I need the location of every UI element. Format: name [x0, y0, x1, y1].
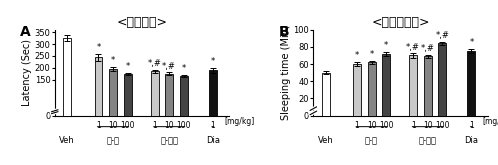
Text: 10: 10	[367, 121, 376, 130]
Text: *: *	[355, 51, 359, 60]
Text: Dia: Dia	[465, 136, 479, 145]
Text: 차-발효: 차-발효	[419, 136, 437, 145]
Bar	[109, 69, 117, 115]
Bar	[424, 56, 432, 116]
Text: Dia: Dia	[206, 136, 220, 145]
Bar	[209, 70, 217, 115]
Text: *,#: *,#	[435, 31, 449, 40]
Text: 100: 100	[435, 121, 450, 130]
Bar	[409, 55, 417, 116]
Bar	[438, 43, 446, 116]
Text: *,#: *,#	[406, 43, 420, 52]
Text: 1: 1	[355, 121, 360, 130]
Y-axis label: Sleeping time (Min): Sleeping time (Min)	[281, 25, 291, 120]
Text: 100: 100	[121, 121, 135, 130]
Text: 차-물: 차-물	[107, 136, 120, 145]
Text: *: *	[125, 62, 129, 71]
Text: *,#: *,#	[162, 62, 176, 71]
Text: *: *	[370, 50, 374, 59]
Bar	[124, 74, 131, 116]
Bar	[151, 71, 158, 115]
Bar	[353, 64, 361, 115]
Y-axis label: Latency (Sec): Latency (Sec)	[22, 39, 32, 106]
Text: *: *	[96, 43, 101, 52]
Text: 1: 1	[96, 121, 101, 130]
Text: Veh: Veh	[318, 136, 334, 145]
Title: <총수면시간>: <총수면시간>	[372, 16, 430, 29]
Text: 차-물: 차-물	[365, 136, 378, 145]
Bar	[165, 74, 173, 115]
Text: 10: 10	[164, 121, 174, 130]
Text: 100: 100	[379, 121, 393, 130]
Text: *: *	[469, 38, 474, 47]
Text: A: A	[20, 25, 30, 39]
Text: B: B	[278, 25, 289, 39]
Text: 1: 1	[469, 121, 474, 130]
Bar	[382, 54, 390, 116]
Text: *: *	[384, 41, 388, 50]
Bar	[368, 62, 375, 116]
Bar	[95, 57, 103, 116]
Text: 10: 10	[423, 121, 433, 130]
Text: *,#: *,#	[421, 44, 435, 53]
Text: *: *	[211, 57, 215, 66]
Text: *: *	[182, 64, 186, 73]
Text: 1: 1	[152, 121, 157, 130]
Text: *,#: *,#	[148, 59, 161, 68]
Bar	[180, 76, 188, 116]
Text: Veh: Veh	[59, 136, 75, 145]
Text: 10: 10	[108, 121, 118, 130]
Bar	[63, 38, 71, 116]
Text: 1: 1	[211, 121, 215, 130]
Text: 100: 100	[176, 121, 191, 130]
Title: <입면시간>: <입면시간>	[117, 16, 168, 29]
Bar	[322, 73, 330, 115]
Bar	[468, 51, 476, 116]
Text: *: *	[111, 56, 115, 65]
Text: 차-발효: 차-발효	[160, 136, 178, 145]
Text: [mg/kg]: [mg/kg]	[224, 117, 254, 126]
Text: 1: 1	[411, 121, 415, 130]
Text: [mg/kg]: [mg/kg]	[483, 117, 498, 126]
